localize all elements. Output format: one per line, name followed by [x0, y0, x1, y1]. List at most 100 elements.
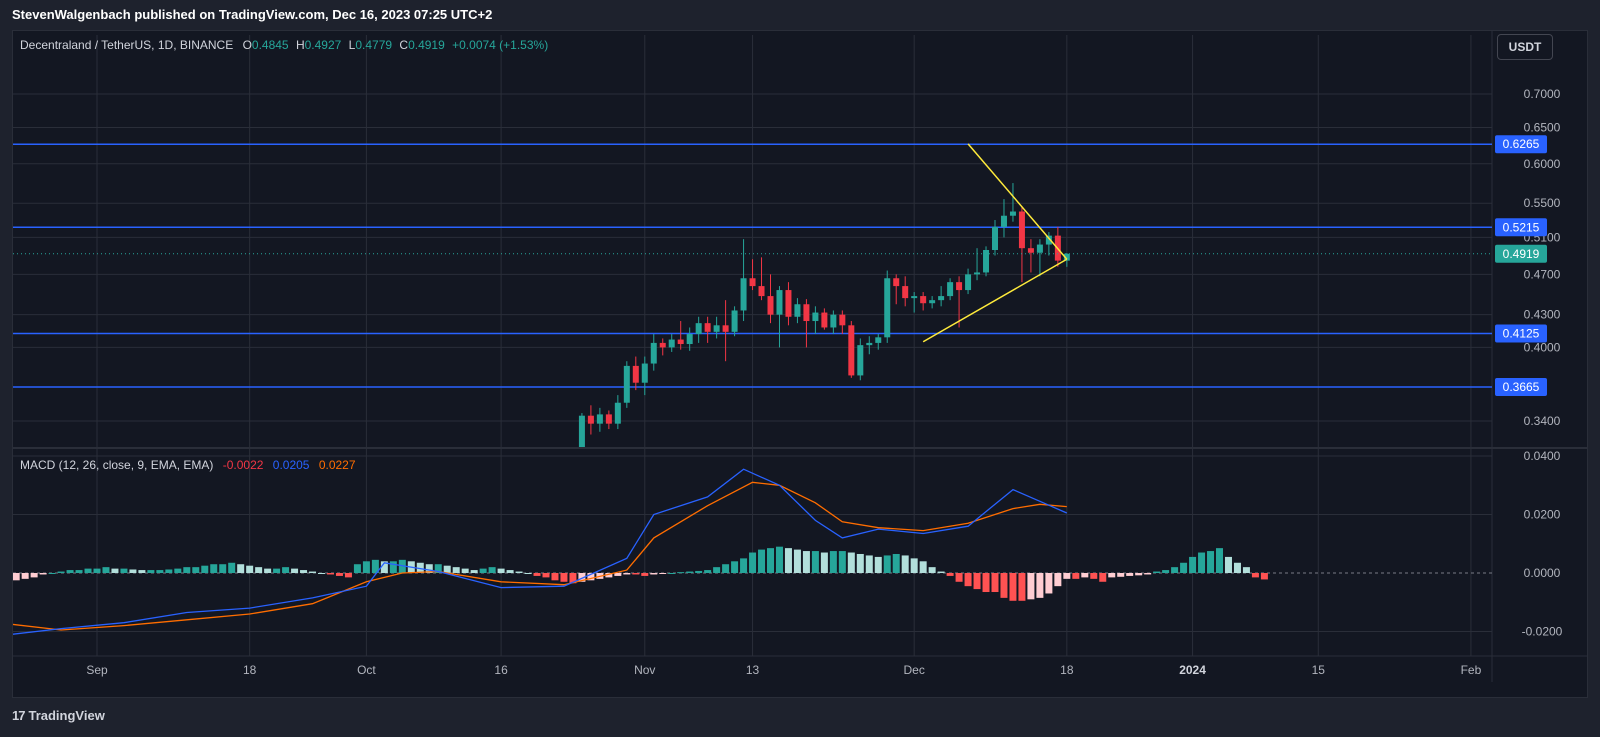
candle-body — [839, 314, 846, 326]
macd-hist-bar — [991, 573, 999, 593]
macd-group — [4, 468, 1268, 635]
macd-hist-bar — [901, 555, 909, 573]
macd-hist-bar — [856, 553, 864, 573]
x-tick-label: 13 — [746, 663, 760, 677]
macd-hist-bar — [623, 573, 631, 575]
macd-hist-bar — [264, 568, 272, 573]
macd-hist-bar — [1108, 573, 1116, 578]
candle-body — [776, 290, 783, 315]
candle-body — [929, 300, 936, 304]
x-tick-label: 16 — [494, 663, 508, 677]
last-price-tag — [1495, 244, 1547, 263]
x-tick-label: 18 — [243, 663, 257, 677]
macd-hist-bar — [551, 573, 559, 581]
macd-hist-bar — [1009, 573, 1017, 601]
macd-hist-bar — [802, 551, 810, 573]
macd-hist-bar — [820, 552, 828, 573]
candles-group — [578, 183, 1070, 447]
macd-title[interactable]: MACD (12, 26, close, 9, EMA, EMA) — [20, 458, 214, 472]
macd-hist-bar — [479, 568, 487, 573]
macd-hist-bar — [452, 567, 460, 573]
macd-hist-bar — [632, 573, 640, 575]
candle-body — [920, 296, 927, 304]
macd-y-tick-label: 0.0200 — [1524, 508, 1561, 522]
macd-hist-bar — [865, 555, 873, 573]
macd-hist-bar — [1135, 573, 1143, 576]
last-price-label: 0.4919 — [1503, 247, 1540, 261]
candle-body — [623, 365, 630, 403]
macd-hist-value: -0.0022 — [222, 458, 264, 472]
candle-body — [614, 402, 621, 424]
macd-hist-bar — [524, 573, 532, 574]
symbol-title[interactable]: Decentraland / TetherUS, 1D, BINANCE — [20, 38, 234, 52]
open-label: O — [242, 38, 252, 52]
macd-hist-bar — [973, 573, 981, 590]
macd-hist-bar — [84, 568, 92, 573]
candle-body — [893, 278, 900, 287]
candle-body — [794, 304, 801, 317]
currency-button[interactable]: USDT — [1497, 34, 1553, 60]
candle-body — [866, 342, 873, 346]
price-level-tag — [1495, 218, 1547, 237]
chart-frame — [12, 30, 1588, 698]
macd-hist-bar — [335, 573, 343, 576]
candle-body — [650, 342, 657, 364]
candle-body — [983, 249, 990, 273]
macd-hist-bar — [874, 556, 882, 573]
macd-hist-bar — [344, 573, 352, 578]
macd-hist-bar — [75, 570, 83, 573]
macd-hist-bar — [1027, 573, 1035, 600]
candle-body — [902, 286, 909, 299]
candle-body — [740, 278, 747, 311]
tradingview-logo-icon: 17 — [12, 708, 26, 723]
candle-body — [587, 415, 594, 424]
macd-hist-bar — [201, 565, 209, 573]
macd-hist-bar — [1153, 571, 1161, 573]
candle-body — [695, 323, 702, 335]
macd-hist-bar — [48, 573, 56, 574]
x-tick-label: Nov — [634, 663, 655, 677]
macd-hist-bar — [1054, 573, 1062, 587]
macd-hist-bar — [425, 564, 433, 573]
macd-hist-bar — [192, 567, 200, 573]
macd-hist-bar — [309, 571, 317, 573]
macd-hist-bar — [1072, 573, 1080, 579]
candle-body — [1045, 235, 1052, 245]
candle-body — [677, 339, 684, 345]
macd-hist-bar — [784, 548, 792, 573]
price-level-label: 0.6265 — [1503, 137, 1540, 151]
macd-hist-bar — [1260, 573, 1268, 580]
candle-body — [848, 325, 855, 376]
y-tick-label: 0.6500 — [1524, 121, 1561, 135]
macd-hist-bar — [793, 549, 801, 573]
macd-hist-bar — [614, 573, 622, 576]
open-value: 0.4845 — [251, 38, 289, 52]
macd-hist-bar — [578, 573, 586, 582]
candle-body — [821, 312, 828, 328]
y-tick-label: 0.5500 — [1524, 196, 1561, 210]
candle-body — [641, 363, 648, 383]
candle-body — [803, 304, 810, 322]
macd-hist-bar — [66, 570, 74, 573]
macd-hist-bar — [758, 549, 766, 573]
macd-hist-bar — [560, 573, 568, 582]
candle-body — [947, 282, 954, 297]
candle-body — [1036, 244, 1043, 253]
macd-hist-bar — [1242, 567, 1250, 573]
macd-hist-bar — [1198, 552, 1206, 573]
macd-hist-bar — [362, 561, 370, 573]
macd-hist-bar — [291, 568, 299, 573]
macd-y-tick-label: 0.0000 — [1524, 566, 1561, 580]
candle-body — [992, 226, 998, 250]
macd-hist-bar — [174, 568, 182, 573]
macd-hist-bar — [389, 561, 397, 573]
change-value: +0.0074 (+1.53%) — [452, 38, 549, 52]
candle-body — [875, 337, 882, 343]
macd-hist-bar — [4, 573, 11, 583]
brand-name: TradingView — [28, 708, 105, 723]
macd-hist-bar — [443, 565, 451, 573]
macd-hist-bar — [506, 570, 514, 573]
macd-hist-bar — [695, 570, 703, 573]
macd-hist-bar — [129, 569, 137, 573]
